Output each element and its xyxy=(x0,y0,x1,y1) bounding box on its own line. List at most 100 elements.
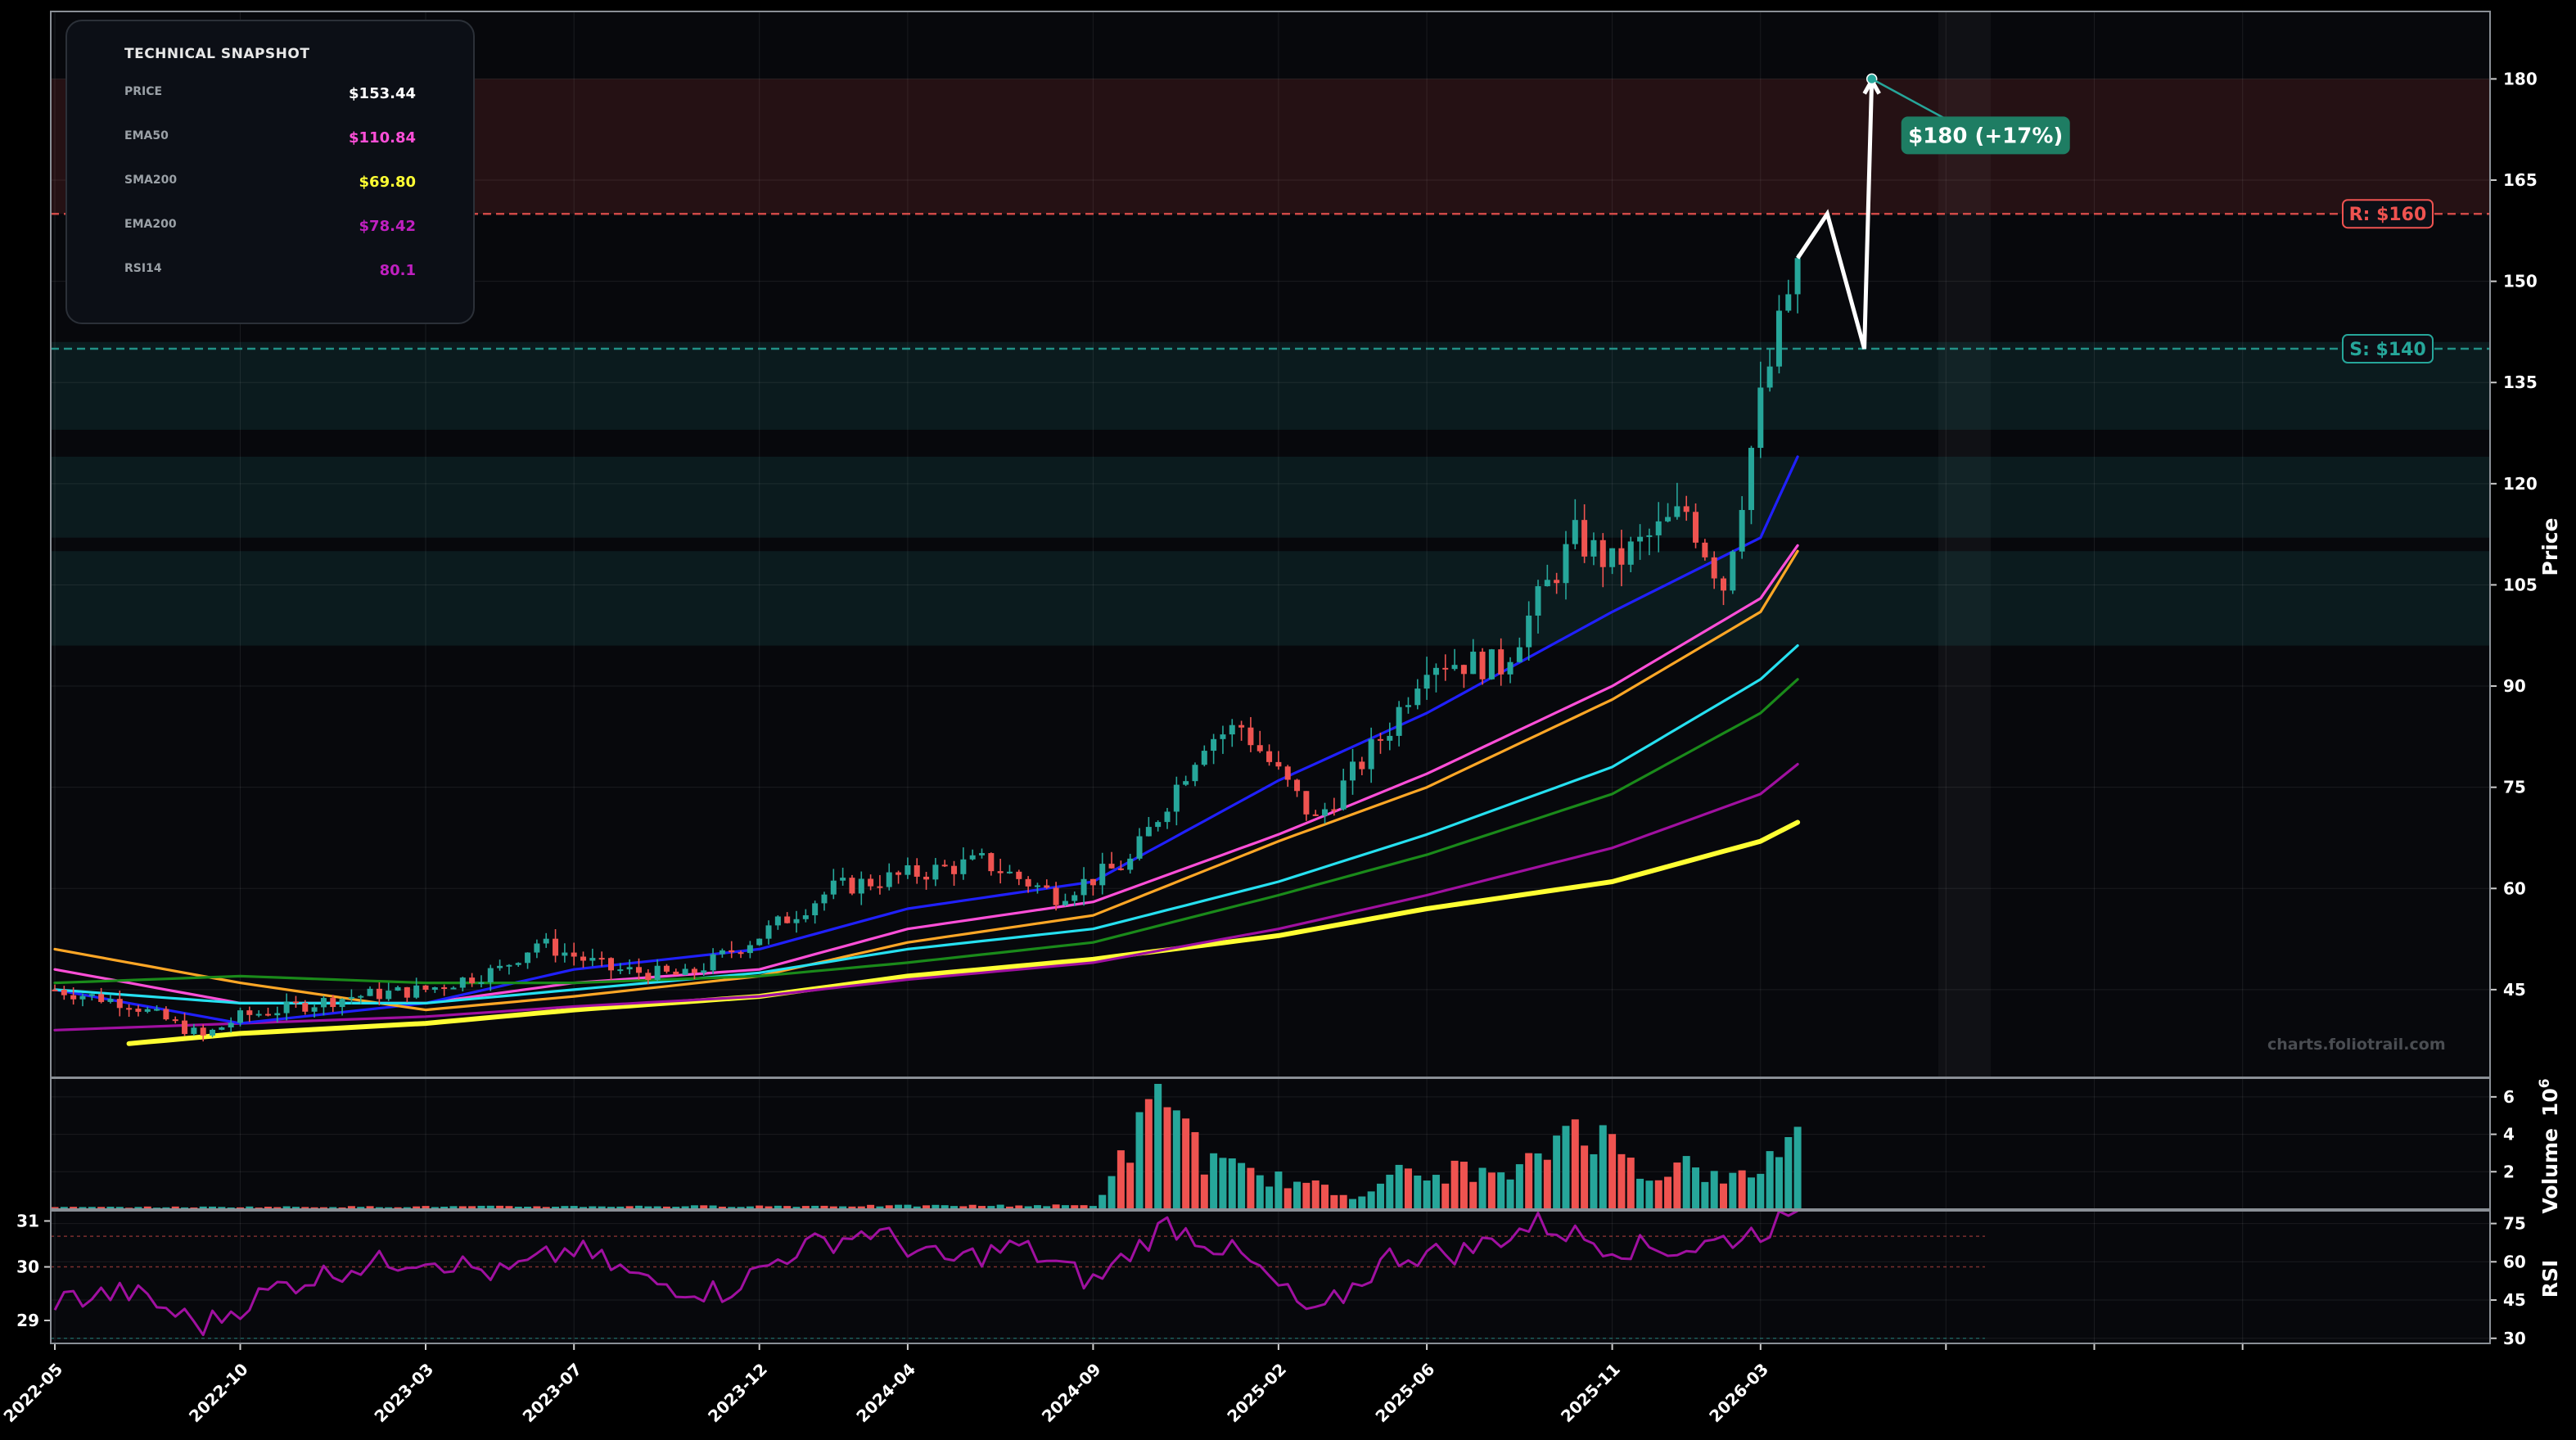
candle-body xyxy=(932,864,939,880)
candle-body xyxy=(701,970,707,973)
candle-body xyxy=(61,990,67,995)
volume-bar xyxy=(60,1207,68,1209)
candle-body xyxy=(1350,761,1356,781)
recent-highlight xyxy=(1938,11,1991,1077)
resistance-badge xyxy=(2342,199,2434,229)
projection-path xyxy=(1796,79,1874,350)
candle-body xyxy=(1108,864,1115,869)
volume-bar xyxy=(1043,1206,1051,1209)
volume-bar xyxy=(1757,1173,1765,1209)
volume-bar xyxy=(115,1207,124,1209)
candle-body xyxy=(1034,885,1040,887)
rsi-panel-frame xyxy=(50,1210,2491,1344)
volume-bar xyxy=(932,1204,940,1209)
candle-body xyxy=(1016,871,1022,879)
candle-body xyxy=(710,954,716,971)
volume-bar xyxy=(1626,1158,1635,1209)
volume-bar xyxy=(561,1206,569,1209)
candle-body xyxy=(562,952,568,956)
volume-bar xyxy=(1108,1176,1116,1209)
volume-bar xyxy=(310,1207,318,1209)
candle-body xyxy=(1581,520,1588,557)
volume-bar xyxy=(542,1207,550,1209)
volume-bar xyxy=(1515,1164,1523,1209)
candle-body xyxy=(1359,761,1365,770)
volume-bar xyxy=(1506,1179,1514,1209)
candle-body xyxy=(1627,541,1634,565)
volume-bar xyxy=(1738,1170,1746,1209)
candle-body xyxy=(849,878,855,894)
volume-bar xyxy=(524,1206,532,1209)
volume-bar xyxy=(1330,1194,1338,1209)
candle-body xyxy=(896,872,902,875)
volume-bar xyxy=(1747,1177,1755,1209)
volume-bar xyxy=(950,1206,959,1209)
volume-bar xyxy=(70,1207,78,1209)
volume-bar xyxy=(199,1206,207,1209)
candle-body xyxy=(1303,791,1310,815)
volume-bar xyxy=(375,1207,383,1209)
volume-bar xyxy=(867,1204,875,1209)
volume-bar xyxy=(366,1206,374,1209)
volume-bar xyxy=(1302,1182,1311,1209)
volume-bar xyxy=(227,1207,235,1209)
candle-body xyxy=(1618,548,1625,565)
volume-bar xyxy=(690,1205,698,1209)
volume-bar xyxy=(1033,1205,1041,1209)
volume-bar xyxy=(718,1206,726,1209)
candle-body xyxy=(1470,652,1477,675)
volume-bar xyxy=(1099,1194,1107,1209)
candle-body xyxy=(802,915,809,919)
volume-bar xyxy=(422,1206,430,1209)
candle-body xyxy=(1711,557,1717,579)
candle-body xyxy=(1535,586,1541,616)
support-badge xyxy=(2342,334,2434,364)
price-tick-label: 45 xyxy=(2503,980,2526,1000)
x-tick-label: 2023-12 xyxy=(704,1359,771,1426)
volume-bar xyxy=(477,1205,485,1209)
candle-body xyxy=(237,1010,243,1023)
candle-body xyxy=(1117,868,1124,870)
volume-bar xyxy=(1071,1205,1079,1209)
volume-bar xyxy=(1080,1205,1088,1209)
x-tick-label: 2023-07 xyxy=(519,1359,586,1426)
candle-body xyxy=(830,880,837,895)
candle-body xyxy=(311,1007,318,1012)
snapshot-value: $78.42 xyxy=(359,218,416,235)
volume-bar xyxy=(1200,1174,1208,1209)
candle-body xyxy=(1479,652,1486,679)
volume-bar xyxy=(1247,1167,1255,1209)
candle-body xyxy=(905,864,911,875)
candle-body xyxy=(469,977,476,983)
volume-bar xyxy=(968,1204,977,1209)
candle-body xyxy=(923,876,930,880)
volume-bar xyxy=(1599,1125,1607,1209)
volume-bar xyxy=(1784,1137,1793,1209)
candle-body xyxy=(459,977,466,988)
volume-tick-label: 4 xyxy=(2503,1125,2515,1144)
volume-unit-base: 10 xyxy=(2538,1088,2562,1117)
volume-bar xyxy=(1395,1164,1403,1209)
x-tick-label: 2025-11 xyxy=(1557,1359,1624,1426)
volume-bar xyxy=(1089,1206,1097,1209)
candle-body xyxy=(1609,548,1616,567)
volume-bar xyxy=(1172,1110,1180,1209)
candle-body xyxy=(729,950,735,953)
watermark: charts.foliotrail.com xyxy=(2267,1036,2446,1054)
candle-body xyxy=(1025,878,1031,887)
volume-bar xyxy=(885,1205,893,1209)
volume-bar xyxy=(570,1206,578,1209)
candle-body xyxy=(1498,649,1505,675)
candle-body xyxy=(320,998,327,1008)
volume-bar xyxy=(1117,1150,1125,1209)
target-label: $180 (+17%) xyxy=(1908,124,2063,148)
candle-body xyxy=(1590,539,1597,557)
candle-body xyxy=(997,871,1004,873)
candle-body xyxy=(1702,542,1708,557)
volume-bar xyxy=(1793,1126,1802,1209)
volume-bar xyxy=(1571,1119,1579,1209)
candle-body xyxy=(886,872,892,887)
candle-body xyxy=(348,996,354,1000)
candle-body xyxy=(589,958,596,961)
rsi-left-tick-label: 29 xyxy=(16,1311,39,1330)
